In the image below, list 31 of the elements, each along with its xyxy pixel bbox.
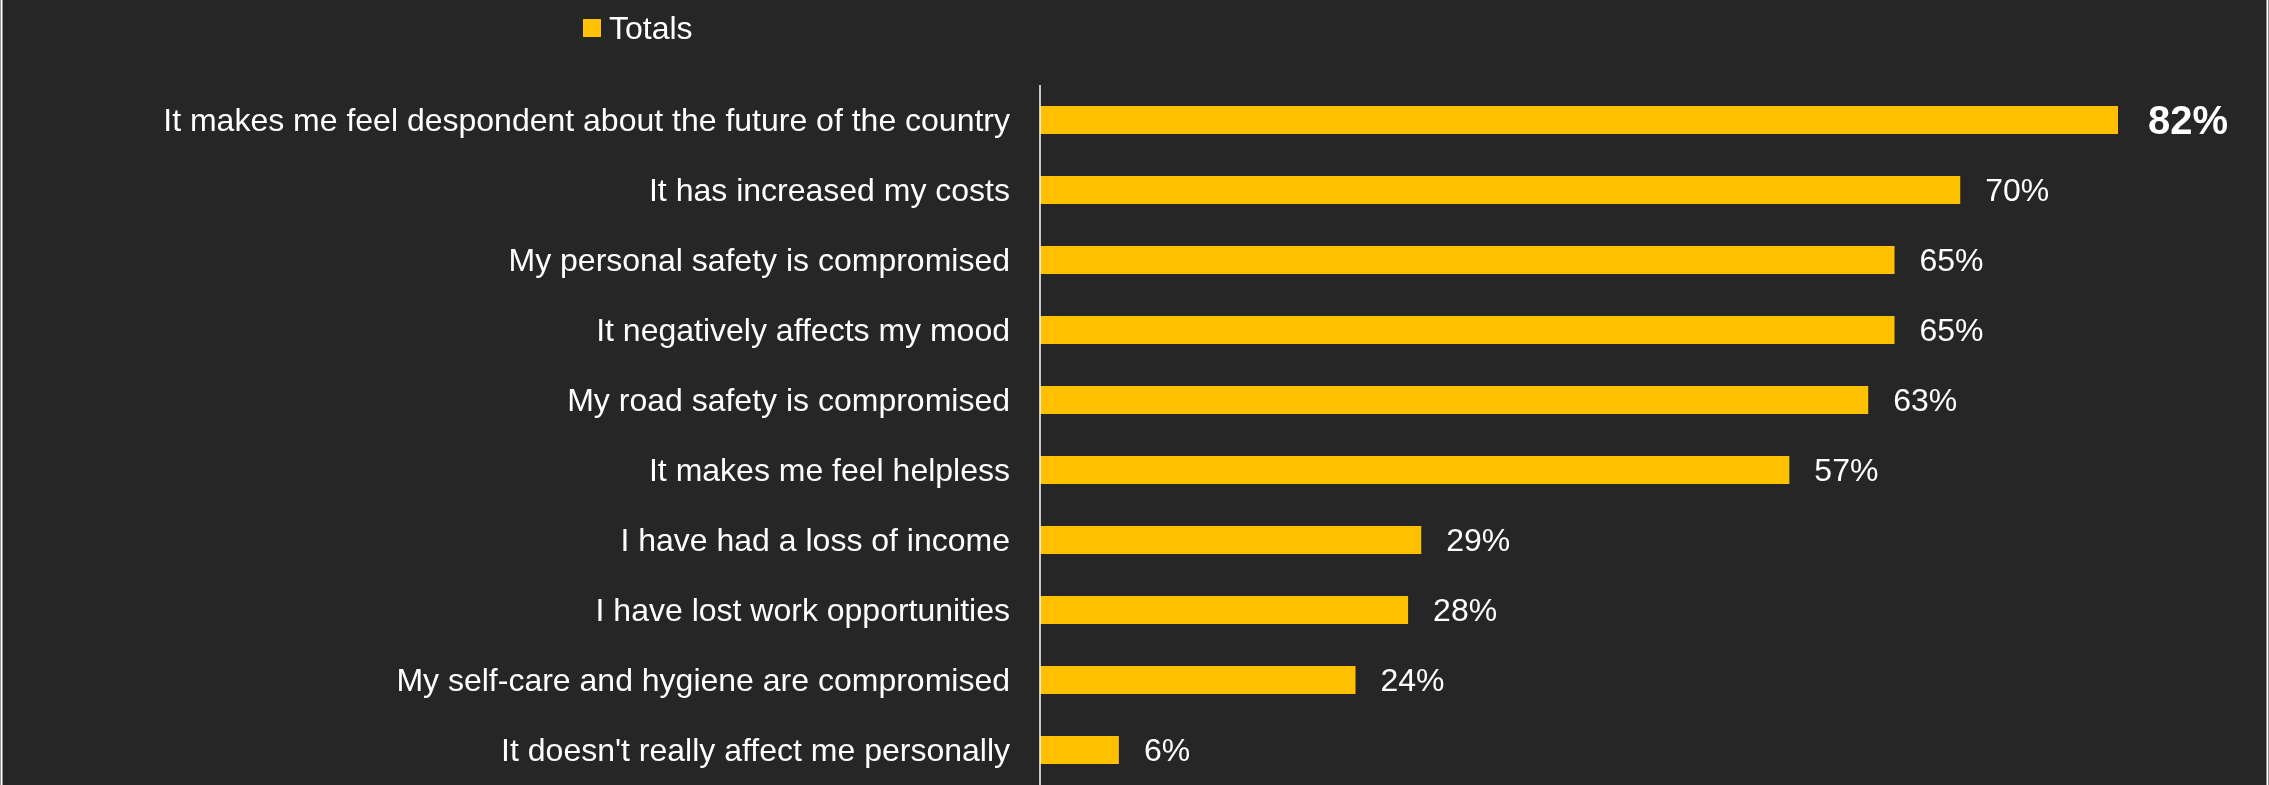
bar [1040,456,1790,484]
y-tick-label: My self-care and hygiene are compromised [396,662,1010,699]
data-label: 24% [1380,662,1445,699]
y-tick-label: My road safety is compromised [567,382,1010,419]
data-label: 57% [1814,452,1879,489]
bar [1040,176,1961,204]
data-label: 65% [1919,312,1984,349]
bar [1040,246,1895,274]
y-tick-label: It has increased my costs [648,172,1010,209]
bar [1040,666,1356,694]
bar [1040,386,1869,414]
bar [1040,596,1409,624]
y-tick-label: It makes me feel helpless [648,452,1010,489]
data-label: 6% [1143,732,1191,769]
data-label: 70% [1985,172,2050,209]
data-label: 29% [1446,522,1511,559]
data-label: 82% [2148,98,2229,142]
data-label: 63% [1893,382,1958,419]
y-tick-label: My personal safety is compromised [508,242,1010,279]
bar [1040,736,1119,764]
y-tick-label: It makes me feel despondent about the future of the country [163,102,1010,139]
data-label: 28% [1433,592,1498,629]
bar [1040,316,1895,344]
y-tick-label: I have had a loss of income [620,522,1010,559]
bar [1040,526,1422,554]
bar [1040,106,2118,134]
legend-label: Totals [609,10,693,47]
y-tick-label: It negatively affects my mood [596,312,1010,349]
data-label: 65% [1919,242,1984,279]
y-tick-label: It doesn't really affect me personally [501,732,1010,769]
y-tick-label: I have lost work opportunities [595,592,1010,629]
